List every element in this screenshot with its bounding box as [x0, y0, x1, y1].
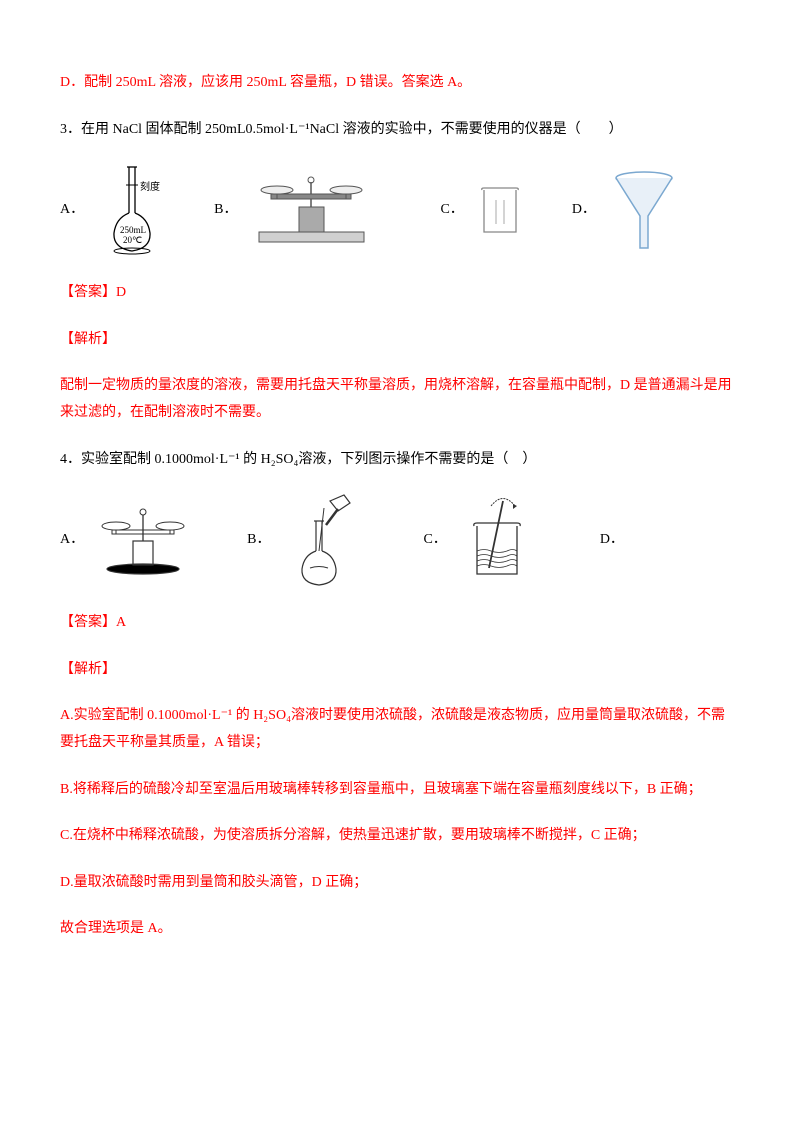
q3-C-label: C． [440, 197, 463, 224]
svg-text:20℃: 20℃ [123, 235, 142, 245]
q3-A-label: A． [60, 197, 84, 224]
volumetric-flask-icon: 刻度 250mL 20℃ [96, 163, 168, 258]
q4-stem: 4．实验室配制 0.1000mol·L⁻¹ 的 H₂SO₄溶液，下列图示操作不需… [60, 447, 734, 474]
funnel-icon [608, 168, 680, 253]
q4-conclusion: 故合理选项是 A。 [60, 916, 734, 943]
balance-scale-icon [249, 172, 374, 250]
beaker-icon [476, 182, 526, 240]
flask-pouring-icon [282, 493, 362, 588]
svg-text:250mL: 250mL [120, 225, 146, 235]
q4-B-label: B． [247, 527, 270, 554]
q4-A-label: A． [60, 527, 84, 554]
q4-explain-b: B.将稀释后的硫酸冷却至室温后用玻璃棒转移到容量瓶中，且玻璃塞下端在容量瓶刻度线… [60, 777, 734, 804]
balance-scale-icon-2 [96, 505, 191, 577]
answer-d-line: D．配制 250mL 溶液，应该用 250mL 容量瓶，D 错误。答案选 A。 [60, 70, 734, 97]
answer-label: 【答案】 [60, 615, 116, 630]
q3-stem: 3．在用 NaCl 固体配制 250mL0.5mol·L⁻¹NaCl 溶液的实验… [60, 117, 734, 144]
q4-D-label: D． [600, 527, 624, 554]
q3-options: A． 刻度 250mL 20℃ B． C． [60, 163, 734, 258]
q3-answer: 【答案】D [60, 280, 734, 307]
q4-explain-d: D.量取浓硫酸时需用到量筒和胶头滴管，D 正确； [60, 870, 734, 897]
q3-B-label: B． [214, 197, 237, 224]
q3-explain: 配制一定物质的量浓度的溶液，需要用托盘天平称量溶质，用烧杯溶解，在容量瓶中配制，… [60, 373, 734, 426]
flask-scale-text: 刻度 [140, 180, 160, 193]
answer-value: D [116, 285, 126, 300]
q4-explain-label: 【解析】 [60, 657, 734, 684]
q3-explain-label: 【解析】 [60, 327, 734, 354]
answer-label: 【答案】 [60, 285, 116, 300]
q4-C-label: C． [423, 527, 446, 554]
q4-explain-a: A.实验室配制 0.1000mol·L⁻¹ 的 H₂SO₄溶液时要使用浓硫酸，浓… [60, 703, 734, 756]
q4-explain-c: C.在烧杯中稀释浓硫酸，为使溶质拆分溶解，使热量迅速扩散，要用玻璃棒不断搅拌，C… [60, 823, 734, 850]
q4-answer: 【答案】A [60, 610, 734, 637]
q3-D-label: D． [572, 197, 596, 224]
q4-options: A． B． C． [60, 493, 734, 588]
beaker-stirring-icon [459, 496, 539, 586]
answer-value: A [116, 615, 126, 630]
